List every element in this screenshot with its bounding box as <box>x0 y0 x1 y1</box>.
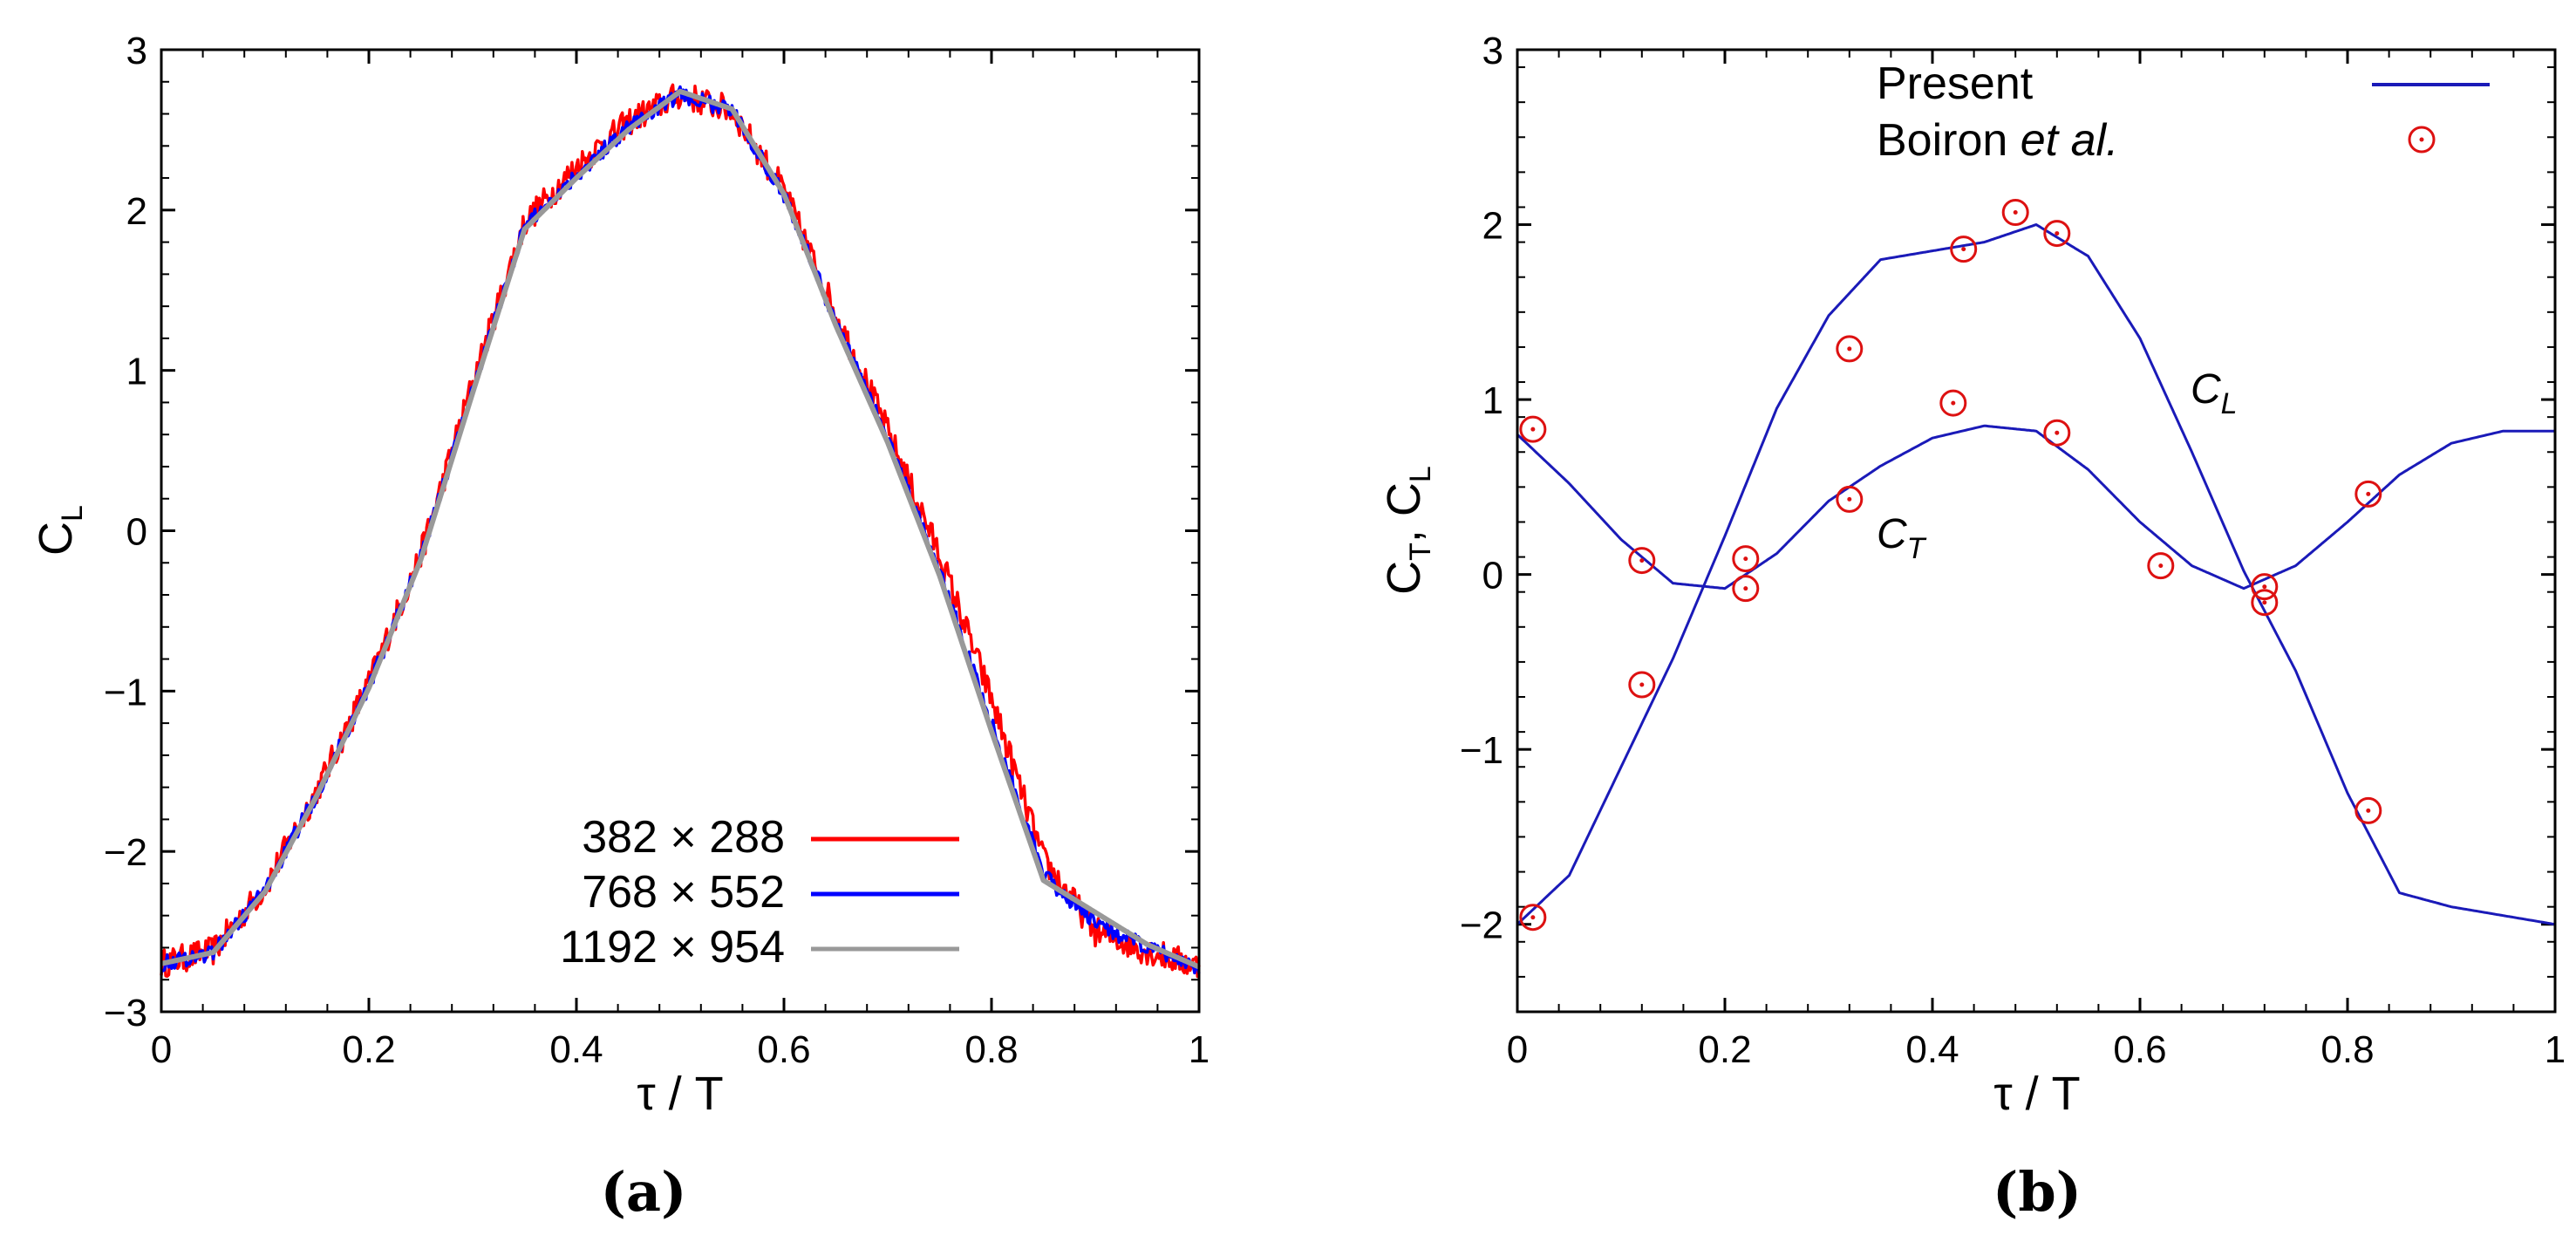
legend-item-boiron: Boiron et al. <box>1877 115 2119 166</box>
x-tick-label: 0.8 <box>2320 1028 2374 1071</box>
series-line-present-c-l <box>1516 223 2556 926</box>
boiron-data-point-dot <box>1639 558 1645 563</box>
y-tick-label: 0 <box>126 511 147 554</box>
boiron-data-point <box>1732 545 1760 573</box>
boiron-data-point <box>1519 415 1547 443</box>
y-tick-label: −1 <box>104 671 147 713</box>
panel-a-label: (a) <box>601 1160 687 1224</box>
panel-b-plot-frame <box>1516 48 2557 1014</box>
y-tick-label: −3 <box>104 992 147 1034</box>
panel-a-legend: 382 × 288 768 × 552 1192 × 954 <box>560 812 959 973</box>
boiron-data-point-dot <box>2366 808 2371 813</box>
panel-b-series-group <box>1516 199 2556 932</box>
boiron-data-point-dot <box>1743 556 1748 562</box>
boiron-data-point <box>2355 796 2382 824</box>
panel-a-tick-labels: 0 0.2 0.4 0.6 0.8 1 −3 −2 −1 0 1 2 3 <box>104 30 1210 1071</box>
legend-item-768: 768 × 552 <box>582 867 785 918</box>
panel-b-ticks <box>1516 48 2557 1013</box>
boiron-data-point <box>2043 220 2071 248</box>
y-tick-label: −2 <box>104 831 147 874</box>
boiron-data-point <box>1519 904 1547 932</box>
x-tick-label: 0.2 <box>342 1028 395 1071</box>
boiron-data-point <box>1732 575 1760 603</box>
x-tick-label: 0.6 <box>757 1028 810 1071</box>
boiron-data-point-dot <box>2055 231 2060 236</box>
panel-b-legend: Present Boiron et al. <box>1877 58 2490 166</box>
boiron-data-point <box>2147 552 2175 580</box>
boiron-data-point-dot <box>1951 400 1956 406</box>
panel-b-label: (b) <box>1993 1160 2082 1224</box>
boiron-data-point <box>1836 485 1864 513</box>
legend-item-1192: 1192 × 954 <box>560 922 785 973</box>
y-tick-label: 1 <box>1482 379 1503 422</box>
boiron-data-point <box>1836 335 1864 363</box>
boiron-data-point <box>1939 389 1967 417</box>
y-tick-label: 3 <box>1482 30 1503 72</box>
boiron-data-point-dot <box>2013 210 2018 215</box>
annotation-ct: CT <box>1877 511 1927 565</box>
boiron-data-point <box>1628 547 1656 575</box>
y-tick-label: 3 <box>126 30 147 72</box>
x-tick-label: 1 <box>2545 1028 2566 1071</box>
boiron-data-point-dot <box>1847 346 1852 352</box>
y-tick-label: 2 <box>126 190 147 233</box>
boiron-data-point <box>1628 671 1656 699</box>
boiron-data-point <box>2355 480 2382 508</box>
boiron-data-point-dot <box>2262 600 2267 605</box>
boiron-data-point-dot <box>2055 430 2060 435</box>
x-tick-label: 0 <box>151 1028 172 1071</box>
legend-item-382: 382 × 288 <box>582 812 785 863</box>
legend-item-present: Present <box>1877 58 2034 109</box>
legend-swatch-boiron <box>2408 126 2436 154</box>
x-tick-label: 0.8 <box>964 1028 1018 1071</box>
y-tick-label: 2 <box>1482 205 1503 248</box>
panel-a-chart: 0 0.2 0.4 0.6 0.8 1 −3 −2 −1 0 1 2 3 CL τ / T 382 × … <box>30 30 1210 1224</box>
boiron-data-point-dot <box>1530 427 1536 432</box>
y-tick-label: 0 <box>1482 555 1503 597</box>
boiron-data-point <box>2001 199 2029 227</box>
x-tick-label: 0.4 <box>549 1028 603 1071</box>
x-tick-label: 0.2 <box>1698 1028 1751 1071</box>
panel-b-chart: 0 0.2 0.4 0.6 0.8 1 −2 −1 0 1 2 3 CT, CL τ / T CL C… <box>1378 30 2566 1224</box>
series-line-present-c-t <box>1516 424 2555 590</box>
y-tick-label: 1 <box>126 351 147 393</box>
boiron-data-point <box>2043 419 2071 447</box>
x-tick-label: 0.4 <box>1905 1028 1959 1071</box>
x-tick-label: 0 <box>1507 1028 1528 1071</box>
boiron-data-point <box>2251 589 2279 617</box>
panel-a-series-group <box>160 83 1201 979</box>
panel-a-plot-frame <box>160 48 1201 1014</box>
boiron-data-point-dot <box>2158 563 2164 569</box>
panel-b-y-axis-label: CT, CL <box>1378 466 1437 595</box>
boiron-data-point-dot <box>1961 247 1966 252</box>
panel-a-x-axis-label: τ / T <box>637 1068 723 1120</box>
y-tick-label: −2 <box>1460 904 1503 947</box>
y-tick-label: −1 <box>1460 729 1503 772</box>
x-tick-label: 0.6 <box>2113 1028 2166 1071</box>
x-tick-label: 1 <box>1189 1028 1210 1071</box>
boiron-data-point-dot <box>2262 584 2267 590</box>
boiron-data-point-dot <box>2366 491 2371 496</box>
boiron-data-point-dot <box>1743 586 1748 591</box>
legend-swatch-boiron-dot <box>2419 137 2424 142</box>
boiron-data-point <box>2251 573 2279 601</box>
boiron-data-point-dot <box>1639 682 1645 687</box>
panel-b-tick-labels: 0 0.2 0.4 0.6 0.8 1 −2 −1 0 1 2 3 <box>1460 30 2566 1071</box>
boiron-data-point-dot <box>1530 915 1536 920</box>
panel-a-y-axis-label: CL <box>30 505 89 556</box>
boiron-data-point <box>1950 236 1978 263</box>
series-line-1192-954 <box>160 88 1201 970</box>
annotation-cl: CL <box>2191 366 2238 420</box>
boiron-data-point-dot <box>1847 496 1852 502</box>
panel-b-x-axis-label: τ / T <box>1993 1068 2080 1120</box>
